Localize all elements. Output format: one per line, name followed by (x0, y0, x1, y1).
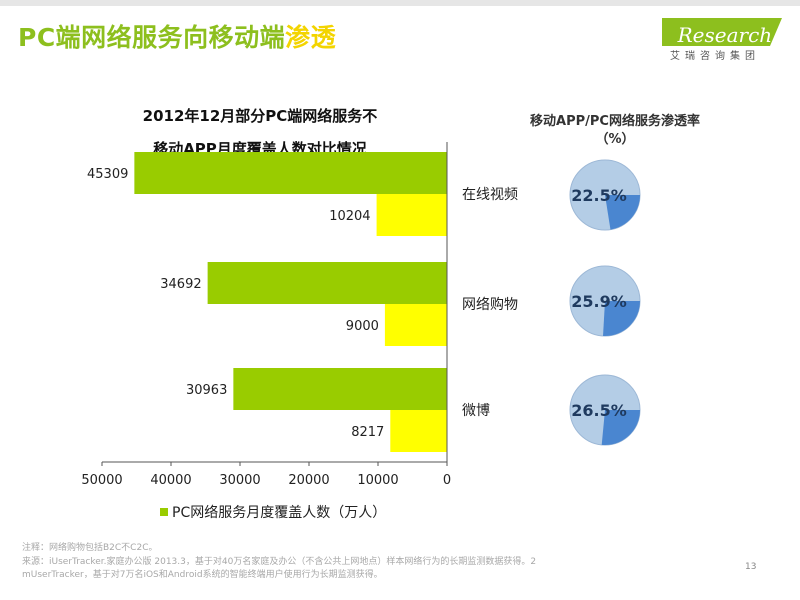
logo-wordmark: iResearch (670, 23, 772, 47)
pie-slice (601, 410, 640, 445)
pie-value-label: 26.5% (571, 401, 627, 420)
bar-data-label: 10204 (329, 209, 370, 224)
logo-mark: i (670, 23, 678, 47)
bar (390, 410, 447, 452)
pie-value-label: 25.9% (571, 292, 627, 311)
page-title: PC端网络服务向移动端渗透 (18, 18, 336, 54)
footer-note: 注释：网络购物包括B2C不C2C。 来源：iUserTracker.家庭办公版 … (22, 542, 536, 583)
page-title-main: PC端网络服务向移动端 (18, 23, 286, 52)
pie-slice (603, 301, 640, 337)
legend-label: PC网络服务月度覆盖人数（万人） (172, 505, 386, 521)
bar-data-label: 30963 (186, 383, 227, 398)
bar (134, 152, 447, 194)
bar (376, 194, 447, 236)
bar-data-label: 45309 (87, 167, 128, 182)
x-tick-label: 30000 (219, 473, 260, 488)
logo-shape (662, 18, 782, 46)
pie-value-label: 22.5% (571, 186, 627, 205)
category-label: 网络购物 (462, 297, 518, 313)
chart-title-line-1: 2012年12月部分PC端网络服务不 (142, 107, 378, 125)
bar (207, 262, 447, 304)
bar (384, 304, 447, 346)
footer-note-line-3: mUserTracker，基于对7万名iOS和Android系统的智能终端用户使… (22, 570, 383, 580)
pie-slice (605, 195, 640, 230)
logo-subtitle: 艾瑞咨询集团 (670, 51, 760, 62)
top-bar (0, 0, 800, 6)
x-tick-label: 10000 (357, 473, 398, 488)
legend-swatch (160, 508, 168, 516)
category-label: 在线视频 (462, 187, 518, 203)
x-tick-label: 20000 (288, 473, 329, 488)
x-tick-label: 40000 (150, 473, 191, 488)
logo-word: Research (677, 23, 773, 47)
bar-data-label: 34692 (160, 277, 201, 292)
penetration-title-line-2: （%） (595, 132, 635, 147)
bar (233, 368, 447, 410)
footer-note-line-1: 注释：网络购物包括B2C不C2C。 (22, 543, 158, 553)
footer-note-line-2: 来源：iUserTracker.家庭办公版 2013.3，基于对40万名家庭及办… (22, 556, 537, 567)
x-tick-label: 50000 (81, 473, 122, 488)
page-number: 13 (745, 562, 757, 572)
logo-badge (662, 18, 782, 46)
penetration-title: 移动APP/PC网络服务渗透率 （%） (500, 113, 730, 149)
penetration-title-line-1: 移动APP/PC网络服务渗透率 (530, 114, 700, 129)
page-title-highlight: 渗透 (285, 23, 337, 52)
bar-data-label: 8217 (351, 425, 384, 440)
category-label: 微博 (462, 402, 490, 419)
bar-data-label: 9000 (346, 319, 379, 334)
x-tick-label: 0 (443, 473, 451, 488)
